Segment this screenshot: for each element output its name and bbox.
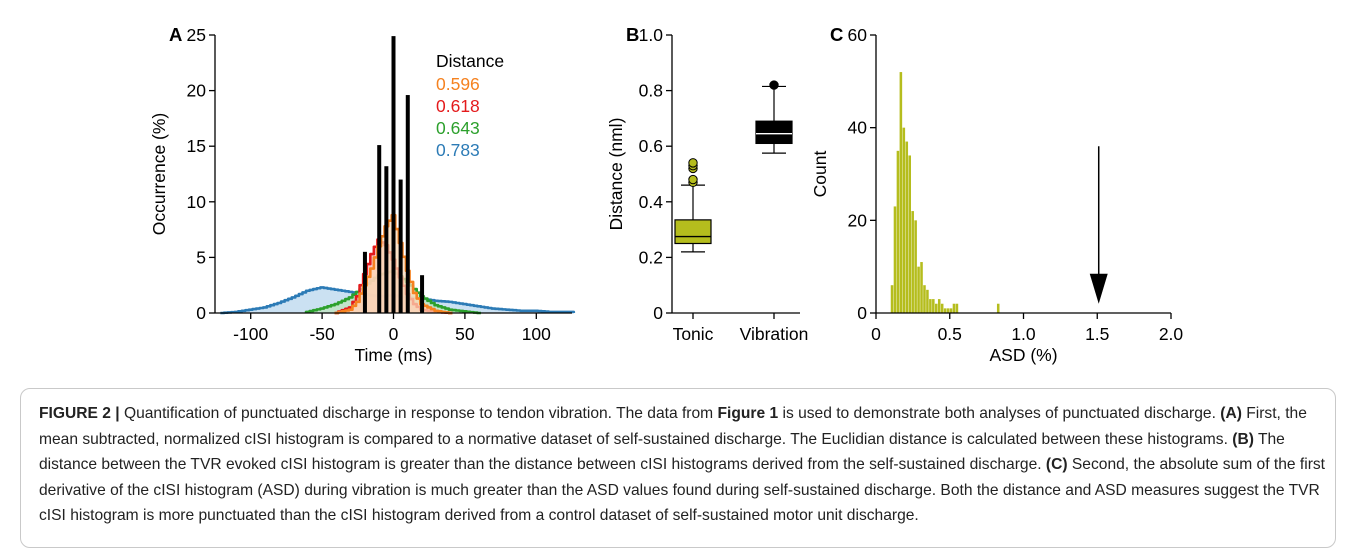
panel-a-y-tick-label: 0 [196, 303, 206, 323]
caption-box: FIGURE 2 | Quantification of punctuated … [20, 388, 1336, 548]
caption-c-text: Second, the absolute sum of the first de… [39, 456, 1326, 524]
figure-panels: 0 5 10 15 20 25 -100 -50 0 50 100 Time (ms) Occurren… [149, 24, 1183, 365]
histogram-bar [929, 299, 932, 313]
histogram-bar [940, 303, 944, 313]
black-bar [362, 251, 367, 313]
panel-a-x-tick-label: -100 [233, 324, 268, 344]
histogram-bar [920, 262, 923, 313]
panel-a-y-tick-label: 15 [187, 136, 206, 156]
caption-b-label: (B) [1232, 430, 1254, 448]
panel-a-y-tick-label: 25 [187, 25, 206, 45]
legend-entry-0.783: 0.783 [436, 140, 480, 160]
caption-a-label: (A) [1220, 405, 1242, 422]
histogram-bar [946, 308, 950, 313]
histogram-bar [952, 303, 956, 313]
histogram-bar [890, 285, 894, 313]
histogram-bar [937, 299, 941, 313]
panel-a-y-tick-label: 5 [196, 247, 206, 267]
panel-b-y-tick-label: 0.2 [639, 247, 663, 267]
black-bar [391, 36, 396, 313]
category-label-Tonic: Tonic [673, 324, 714, 344]
histogram-bar [932, 299, 935, 313]
panel-a-y-tick-label: 20 [187, 81, 207, 101]
panel-c-y-tick-label: 60 [848, 25, 868, 45]
box-Tonic [674, 219, 712, 245]
histogram-bar [905, 141, 909, 313]
histogram-bar [908, 155, 911, 313]
histogram-bar [923, 285, 926, 313]
panel-b-y-tick-label: 0.4 [639, 192, 664, 212]
panel-c-histogram: 0 20 40 60 0 0.5 1.0 1.5 2.0 ASD (%) Count C [810, 24, 1183, 365]
caption-figure-ref[interactable]: Figure 1 [717, 405, 779, 422]
black-bar [377, 145, 382, 313]
histogram-bar [902, 127, 906, 314]
caption-title: Quantification of punctuated discharge i… [119, 405, 718, 422]
panel-c-x-tick-label: 2.0 [1159, 324, 1184, 344]
box-Vibration [755, 120, 793, 145]
panel-a-x-tick-label: 100 [522, 324, 551, 344]
panel-a-histogram: 0 5 10 15 20 25 -100 -50 0 50 100 Time (ms) Occurren… [149, 24, 576, 365]
caption-title-rest: is used to demonstrate both analyses of … [778, 405, 1221, 422]
black-bar [420, 275, 425, 313]
outlier-Vibration [769, 80, 779, 90]
caption-c-label: (C) [1045, 456, 1068, 473]
outlier-Tonic [688, 174, 698, 185]
panel-a-y-axis-label: Occurrence (%) [149, 113, 169, 236]
histogram-bar [899, 72, 903, 313]
panel-c-y-tick-label: 20 [848, 210, 868, 230]
panel-b-boxplot: Tonic Vibration 0 0.2 0.4 0.6 0.8 1.0 Distance (… [606, 24, 808, 344]
panel-c-x-tick-label: 0.5 [938, 324, 962, 344]
histogram-bar [996, 303, 1000, 313]
panel-b-y-tick-label: 0 [653, 303, 663, 323]
histogram-bar [943, 308, 947, 313]
histogram-bar [955, 303, 959, 313]
outlier-Tonic [688, 158, 698, 168]
panel-a-x-tick-label: 50 [455, 324, 475, 344]
panel-a-x-axis-label: Time (ms) [354, 345, 432, 365]
panel-b-y-axis-label: Distance (nml) [606, 118, 626, 231]
legend-entry-0.643: 0.643 [436, 118, 480, 138]
panel-c-y-tick-label: 40 [848, 118, 868, 138]
panel-c-x-tick-label: 1.5 [1085, 324, 1109, 344]
histogram-bar [896, 150, 900, 313]
histogram-bar [914, 220, 917, 313]
panel-c-y-tick-label: 0 [857, 303, 867, 323]
histogram-bar [935, 303, 938, 313]
panel-b-y-tick-label: 0.8 [639, 81, 663, 101]
histogram-bar [911, 211, 914, 313]
black-bar [384, 166, 389, 313]
asd-arrow-head [1089, 273, 1108, 304]
panel-c-x-axis-label: ASD (%) [989, 345, 1057, 365]
legend-entry-0.618: 0.618 [436, 96, 480, 116]
legend-title: Distance [436, 51, 504, 71]
figure-caption: FIGURE 2 | Quantification of punctuated … [39, 401, 1329, 529]
histogram-bar [917, 266, 920, 313]
panel-a-y-tick-label: 10 [187, 192, 207, 212]
panel-a-panel-label: A [169, 24, 182, 45]
histogram-bar [926, 289, 929, 313]
panel-b-y-tick-label: 1.0 [639, 25, 664, 45]
panel-b-y-tick-label: 0.6 [639, 136, 663, 156]
panel-b-panel-label: B [626, 24, 639, 45]
histogram-bar [949, 308, 953, 313]
panel-a-x-tick-label: 0 [389, 324, 399, 344]
caption-figure-label: FIGURE 2 | [39, 405, 120, 422]
histogram-bar [893, 206, 897, 313]
panel-c-x-tick-label: 0 [871, 324, 881, 344]
caption-b-text: The distance between the TVR evoked cISI… [39, 430, 1285, 474]
panel-c-panel-label: C [830, 24, 843, 45]
category-label-Vibration: Vibration [740, 324, 809, 344]
legend-entry-0.596: 0.596 [436, 74, 480, 94]
panel-c-y-axis-label: Count [810, 151, 830, 198]
panel-a-x-tick-label: -50 [309, 324, 335, 344]
panel-c-x-tick-label: 1.0 [1011, 324, 1036, 344]
black-bar [398, 179, 403, 313]
caption-a-text: First, the mean subtracted, normalized c… [39, 405, 1307, 448]
black-bar [405, 95, 410, 313]
